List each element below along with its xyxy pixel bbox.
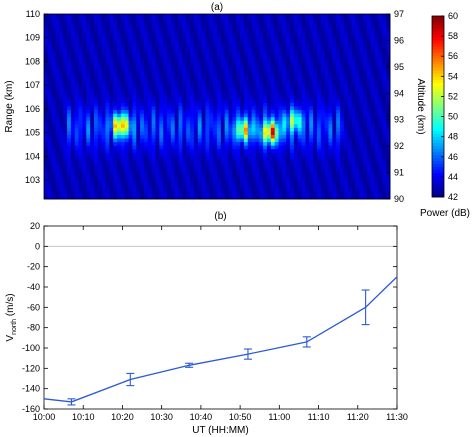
- altitude-tick-label: 92: [394, 141, 404, 151]
- colorbar: 42 44 46 48 50 52 54 56 58 60 Power (dB): [420, 11, 470, 219]
- y-tick-label: -120: [22, 363, 40, 373]
- range-tick-label: 107: [25, 80, 40, 90]
- range-tick-label: 108: [25, 56, 40, 66]
- error-bar: [243, 348, 252, 360]
- y-tick-label: -40: [27, 282, 40, 292]
- error-bar: [361, 289, 370, 326]
- y-tick-label: -160: [22, 404, 40, 414]
- plot-frame: [43, 225, 398, 410]
- y-tick-label: 0: [35, 241, 40, 251]
- colorbar-tick-label: 58: [448, 31, 458, 41]
- heatmap-frame: [43, 13, 391, 200]
- y-tick-label: -100: [22, 343, 40, 353]
- y-axis-label: Vnorth (m/s): [5, 293, 18, 341]
- altitude-tick-label: 94: [394, 88, 404, 98]
- x-tick-label: 10:20: [111, 412, 134, 422]
- x-tick-label: 10:10: [72, 412, 95, 422]
- colorbar-tick-label: 60: [448, 11, 458, 21]
- x-tick-label: 10:00: [33, 412, 56, 422]
- colorbar-label: Power (dB): [420, 208, 470, 219]
- y-tick-label: 20: [30, 221, 40, 231]
- range-tick-label: 106: [25, 104, 40, 114]
- y-tick-label: -140: [22, 384, 40, 394]
- velocity-line: [44, 276, 397, 403]
- range-tick-label: 104: [25, 151, 40, 161]
- error-bar: [302, 336, 311, 348]
- altitude-tick-label: 90: [394, 194, 404, 204]
- altitude-tick-label: 97: [394, 9, 404, 19]
- x-tick-label: 11:00: [268, 412, 290, 422]
- colorbar-tick-label: 42: [448, 192, 458, 202]
- range-tick-label: 103: [25, 175, 40, 185]
- y-tick-label: -20: [27, 262, 40, 272]
- colorbar-tick-label: 44: [448, 172, 458, 182]
- altitude-tick-label: 96: [394, 35, 404, 45]
- altitude-tick-label: 91: [394, 168, 404, 178]
- error-bar: [185, 362, 194, 368]
- error-bar: [126, 372, 135, 387]
- x-tick-label: 10:30: [150, 412, 173, 422]
- altitude-tick-label: 95: [394, 62, 404, 72]
- range-tick-label: 109: [25, 33, 40, 43]
- colorbar-tick-label: 56: [448, 51, 458, 61]
- x-tick-label: 11:20: [347, 412, 369, 422]
- colorbar-tick-label: 48: [448, 132, 458, 142]
- colorbar-tick-label: 50: [448, 112, 458, 122]
- panel-a-label: (a): [211, 2, 223, 13]
- colorbar-tick-label: 52: [448, 91, 458, 101]
- x-tick-label: 10:40: [190, 412, 213, 422]
- altitude-tick-label: 93: [394, 115, 404, 125]
- error-bar: [67, 398, 76, 406]
- range-axis-label: Range (km): [4, 80, 15, 132]
- panel-b-label: (b): [214, 211, 226, 222]
- heatmap-panel: (a) 103 104 105 106 107 108 109 110 90 91 92 93 94 95 9…: [4, 2, 470, 219]
- colorbar-tick-label: 54: [448, 71, 458, 81]
- altitude-axis-label: Altitude (km): [415, 78, 426, 134]
- x-axis-label: UT (HH:MM): [192, 425, 248, 436]
- x-tick-label: 11:30: [386, 412, 408, 422]
- heatmap-cells: [44, 14, 391, 200]
- range-tick-label: 105: [25, 128, 40, 138]
- range-tick-label: 110: [26, 9, 40, 19]
- y-tick-label: -80: [27, 323, 40, 333]
- x-tick-label: 11:10: [308, 412, 330, 422]
- colorbar-tick-label: 46: [448, 152, 458, 162]
- y-tick-label: -60: [27, 302, 40, 312]
- x-tick-label: 10:50: [229, 412, 252, 422]
